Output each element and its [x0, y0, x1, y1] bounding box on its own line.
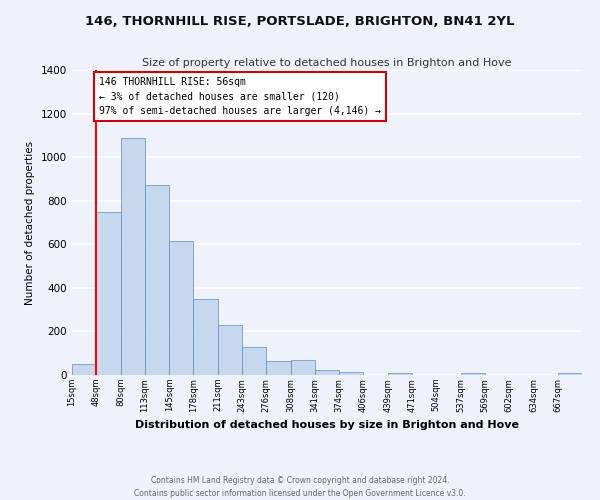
Bar [169, 241, 193, 375]
Bar [461, 373, 485, 375]
Bar [145, 186, 169, 375]
X-axis label: Distribution of detached houses by size in Brighton and Hove: Distribution of detached houses by size … [135, 420, 519, 430]
Y-axis label: Number of detached properties: Number of detached properties [25, 140, 35, 304]
Bar [339, 372, 364, 375]
Bar [96, 212, 121, 375]
Bar [315, 370, 339, 375]
Bar [558, 373, 582, 375]
Bar [121, 138, 145, 375]
Bar [193, 298, 218, 375]
Bar [218, 326, 242, 375]
Text: 146 THORNHILL RISE: 56sqm
← 3% of detached houses are smaller (120)
97% of semi-: 146 THORNHILL RISE: 56sqm ← 3% of detach… [99, 76, 381, 116]
Text: 146, THORNHILL RISE, PORTSLADE, BRIGHTON, BN41 2YL: 146, THORNHILL RISE, PORTSLADE, BRIGHTON… [85, 15, 515, 28]
Bar [290, 360, 315, 375]
Title: Size of property relative to detached houses in Brighton and Hove: Size of property relative to detached ho… [142, 58, 512, 68]
Bar [388, 373, 412, 375]
Text: Contains HM Land Registry data © Crown copyright and database right 2024.
Contai: Contains HM Land Registry data © Crown c… [134, 476, 466, 498]
Bar [266, 361, 290, 375]
Bar [72, 364, 96, 375]
Bar [242, 346, 266, 375]
